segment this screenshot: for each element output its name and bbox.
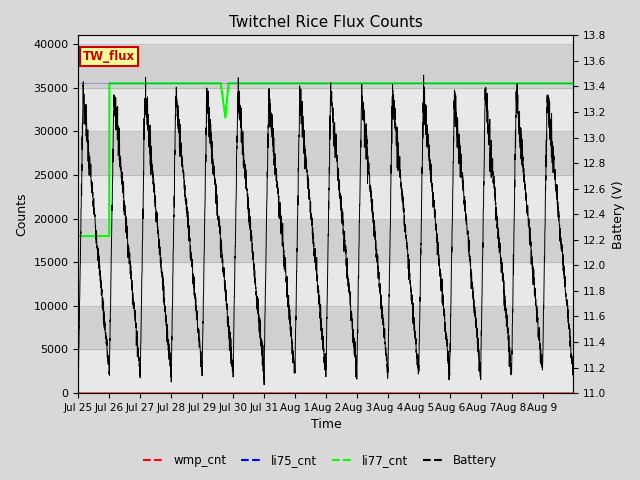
Bar <box>79 36 573 44</box>
X-axis label: Time: Time <box>310 419 341 432</box>
Bar <box>79 262 573 306</box>
Text: TW_flux: TW_flux <box>83 49 136 63</box>
Y-axis label: Battery (V): Battery (V) <box>612 180 625 249</box>
Bar <box>79 218 573 262</box>
Bar <box>79 175 573 218</box>
Bar <box>79 44 573 88</box>
Bar <box>79 306 573 349</box>
Title: Twitchel Rice Flux Counts: Twitchel Rice Flux Counts <box>229 15 423 30</box>
Legend: wmp_cnt, li75_cnt, li77_cnt, Battery: wmp_cnt, li75_cnt, li77_cnt, Battery <box>138 449 502 472</box>
Y-axis label: Counts: Counts <box>15 192 28 236</box>
Bar <box>79 349 573 393</box>
Bar <box>79 132 573 175</box>
Bar <box>79 88 573 132</box>
